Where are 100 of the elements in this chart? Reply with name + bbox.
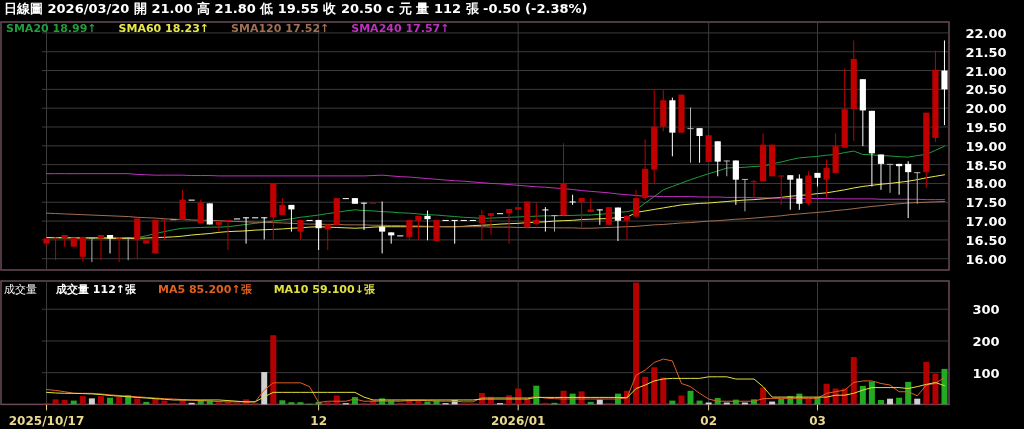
chart-title: 成交量: [4, 283, 37, 296]
candlestick: [161, 218, 168, 241]
candlestick: [696, 127, 703, 164]
candlestick: [941, 39, 948, 126]
text: SMA60 18.23↑: [118, 22, 210, 35]
y-tick-label: 18.00: [965, 176, 1007, 192]
text: SMA240 17.57↑: [351, 22, 450, 35]
line-series: [46, 358, 945, 403]
candlestick: [778, 175, 785, 206]
bar: [941, 368, 948, 405]
line-series: [46, 376, 945, 403]
bar: [97, 396, 104, 405]
candlestick: [542, 206, 549, 233]
text: SMA120 17.52↑: [231, 22, 330, 35]
candlestick: [424, 210, 431, 241]
y-tick-label: 19.50: [965, 120, 1007, 135]
text: SMA20 18.99↑: [6, 22, 97, 35]
y-tick-label: 100: [972, 365, 1000, 381]
candlestick: [905, 160, 912, 219]
candlestick: [261, 216, 268, 241]
candlestick: [360, 202, 368, 231]
y-tick-label: 20.00: [965, 101, 1007, 117]
candlestick: [315, 219, 322, 251]
candlestick: [242, 216, 250, 245]
bar: [868, 381, 875, 405]
candlestick: [88, 237, 95, 263]
candlestick: [886, 163, 894, 194]
candlestick: [714, 140, 721, 177]
bar: [633, 282, 640, 405]
candlestick: [551, 214, 558, 233]
bar: [642, 376, 649, 405]
candlestick: [877, 153, 885, 191]
y-tick-label: 21.50: [965, 44, 1007, 60]
y-tick-label: 17.50: [965, 195, 1007, 211]
text: MA10 59.100↓張: [273, 283, 376, 296]
chart-title: 日線圖 2026/03/20 開 21.00 高 21.80 低 19.55 收 20.50 c 元 量 112 張 -0.50 (-2.38%): [4, 1, 588, 16]
bar: [270, 335, 277, 405]
bar: [660, 377, 667, 405]
candlestick: [741, 178, 749, 212]
candlestick: [487, 212, 495, 236]
candlestick: [623, 215, 631, 241]
candlestick: [633, 189, 640, 219]
x-tick-label: 02: [700, 414, 717, 429]
bar: [651, 367, 658, 405]
y-tick-label: 16.50: [965, 232, 1007, 248]
candlestick: [614, 207, 622, 242]
bar: [107, 397, 114, 405]
candlestick: [224, 219, 232, 251]
x-tick-label: 03: [809, 414, 826, 429]
candlestick: [533, 202, 540, 226]
candlestick: [415, 215, 422, 241]
candlestick: [288, 204, 295, 233]
candlestick: [596, 208, 603, 226]
candlestick: [125, 236, 132, 261]
bar: [896, 397, 903, 405]
candlestick: [723, 159, 730, 177]
bar: [923, 361, 930, 405]
candlestick: [569, 194, 576, 206]
y-tick-label: 21.00: [965, 63, 1007, 79]
candlestick: [52, 236, 59, 261]
candlestick: [478, 209, 485, 241]
bar: [932, 373, 939, 405]
y-tick-label: 19.00: [965, 138, 1007, 154]
candlestick: [116, 236, 123, 263]
candlestick: [687, 106, 694, 164]
bar: [279, 400, 286, 405]
x-tick-label: 2026/01: [490, 414, 546, 429]
bar: [52, 399, 59, 405]
bar: [324, 402, 331, 405]
candlestick: [179, 189, 186, 221]
bar: [850, 357, 857, 405]
candlestick: [506, 208, 513, 245]
candlestick: [324, 223, 331, 251]
candlestick: [134, 217, 141, 260]
candlestick: [914, 171, 921, 205]
bar: [79, 396, 86, 405]
bar: [116, 396, 123, 405]
annotation: 成交量 112↑張: [55, 283, 138, 296]
candlestick: [823, 158, 830, 199]
line-series: [46, 173, 945, 201]
y-tick-label: 17.00: [965, 214, 1007, 230]
candlestick: [750, 179, 758, 199]
y-tick-label: 300: [972, 302, 1000, 318]
y-tick-label: 20.50: [965, 82, 1007, 98]
x-tick-label: 2025/10/17: [8, 414, 85, 429]
candlestick: [215, 221, 222, 233]
bar: [134, 398, 141, 405]
y-tick-label: 22.00: [965, 25, 1007, 41]
bar: [859, 386, 866, 405]
y-tick-label: 18.50: [965, 157, 1007, 173]
bar: [288, 402, 295, 405]
candlestick: [451, 219, 458, 245]
candlestick: [787, 174, 794, 211]
bar: [678, 395, 685, 405]
x-tick-label: 12: [310, 414, 327, 429]
y-tick-label: 200: [972, 333, 1000, 349]
candlestick: [732, 159, 739, 206]
bar: [88, 398, 95, 405]
text: MA5 85.200↑張: [158, 283, 253, 296]
candlestick: [379, 201, 386, 254]
